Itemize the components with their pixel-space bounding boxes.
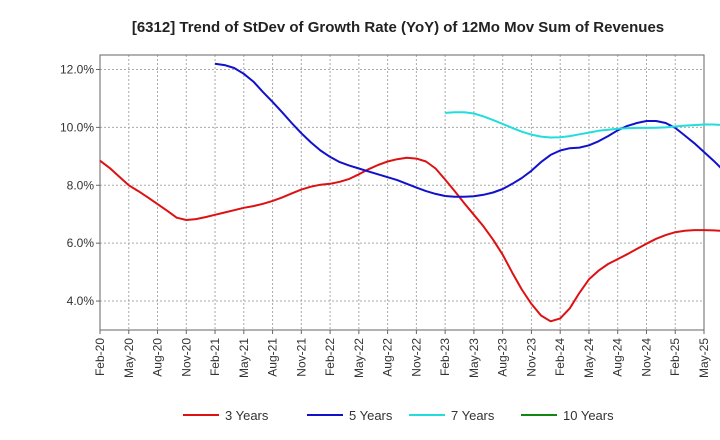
chart-title: [6312] Trend of StDev of Growth Rate (Yo… <box>132 19 664 36</box>
x-tick-label: May-25 <box>697 338 711 378</box>
series-line-7-years <box>445 111 720 139</box>
x-tick-label: Nov-22 <box>409 338 423 377</box>
x-tick-label: Nov-21 <box>294 338 308 377</box>
x-tick-label: Aug-21 <box>266 338 280 377</box>
x-tick-label: Aug-24 <box>611 338 625 377</box>
legend-label: 10 Years <box>563 408 614 423</box>
y-axis: 4.0% 6.0% 8.0% 10.0% 12.0% <box>60 62 100 308</box>
x-tick-label: May-24 <box>582 338 596 378</box>
legend: 3 Years 5 Years 7 Years 10 Years <box>183 408 614 423</box>
y-tick-label: 4.0% <box>67 294 95 308</box>
x-tick-label: May-23 <box>467 338 481 378</box>
legend-label: 7 Years <box>451 408 495 423</box>
x-tick-label: Nov-23 <box>524 338 538 377</box>
x-tick-label: May-22 <box>352 338 366 378</box>
x-axis: Feb-20 May-20 Aug-20 Nov-20 Feb-21 May-21 Aug-… <box>93 330 711 378</box>
series-line-5-years <box>214 62 720 198</box>
x-tick-label: Feb-21 <box>208 338 222 376</box>
x-tick-label: Feb-25 <box>668 338 682 376</box>
x-tick-label: Feb-23 <box>438 338 452 376</box>
x-tick-label: Feb-22 <box>323 338 337 376</box>
legend-label: 5 Years <box>349 408 393 423</box>
plot-border <box>99 54 705 331</box>
x-tick-label: Nov-20 <box>179 338 193 377</box>
x-tick-label: Nov-24 <box>639 338 653 377</box>
x-tick-label: May-21 <box>237 338 251 378</box>
series-line-3-years <box>99 156 720 323</box>
x-tick-label: Feb-20 <box>93 338 107 376</box>
y-tick-label: 10.0% <box>60 120 94 134</box>
series-lines <box>99 62 720 323</box>
x-tick-label: Aug-23 <box>496 338 510 377</box>
plot-area <box>100 55 704 330</box>
x-tick-label: Feb-24 <box>553 338 567 376</box>
legend-label: 3 Years <box>225 408 269 423</box>
y-tick-label: 12.0% <box>60 62 94 76</box>
x-tick-label: May-20 <box>122 338 136 378</box>
y-tick-label: 6.0% <box>67 236 95 250</box>
x-tick-label: Aug-20 <box>151 338 165 377</box>
x-tick-label: Aug-22 <box>381 338 395 377</box>
y-tick-label: 8.0% <box>67 178 95 192</box>
